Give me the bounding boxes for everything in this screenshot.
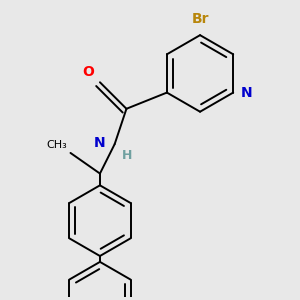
Text: H: H [122,148,132,161]
Text: CH₃: CH₃ [47,140,68,150]
Text: O: O [82,65,94,79]
Text: N: N [241,85,252,100]
Text: Br: Br [191,12,209,26]
Text: N: N [94,136,106,150]
